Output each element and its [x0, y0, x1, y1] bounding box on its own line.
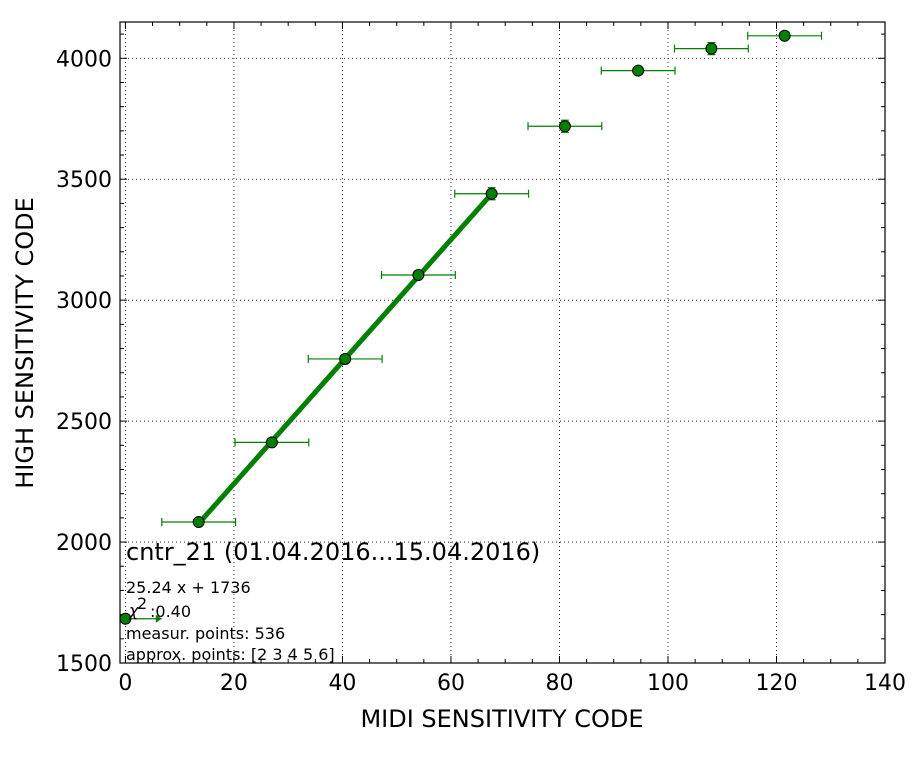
data-point: [339, 352, 352, 365]
x-error-arrow: [155, 614, 162, 623]
x-tick-label: 0: [118, 671, 132, 696]
annotation-measur-points: measur. points: 536: [126, 624, 285, 643]
x-tick-label: 120: [755, 671, 797, 696]
y-tick-label: 3000: [56, 289, 112, 314]
x-axis-label: MIDI SENSITIVITY CODE: [360, 705, 643, 733]
x-tick-label: 140: [864, 671, 906, 696]
x-tick-labels: 0 20 40 60 80 100 120 140: [118, 671, 906, 696]
data-point: [705, 42, 718, 55]
data-point: [265, 436, 278, 449]
data-point: [192, 515, 205, 528]
annotation-chi2-exp: 2: [137, 594, 147, 613]
y-axis-label: HIGH SENSITIVITY CODE: [11, 197, 39, 489]
data-point: [485, 187, 498, 200]
y-tick-label: 2500: [56, 410, 112, 435]
y-tick-labels: 1500 2000 2500 3000 3500 4000: [56, 47, 112, 677]
annotation-title: cntr_21 (01.04.2016...15.04.2016): [126, 538, 540, 566]
x-tick-label: 20: [220, 671, 248, 696]
data-point: [778, 29, 791, 42]
plot-area: [120, 22, 885, 663]
y-tick-label: 3500: [56, 168, 112, 193]
annotation-equation: 25.24 x + 1736: [126, 578, 251, 597]
y-tick-label: 4000: [56, 47, 112, 72]
plot-frame: [119, 21, 886, 664]
x-tick-label: 80: [545, 671, 573, 696]
annotation-chi2-value: :0.40: [150, 602, 191, 621]
annotation-approx-points: approx. points: [2 3 4 5 6]: [126, 645, 335, 664]
data-point: [412, 269, 425, 282]
grid: [120, 22, 885, 663]
y-tick-label: 1500: [56, 652, 112, 677]
x-tick-label: 60: [437, 671, 465, 696]
minor-ticks: [120, 22, 886, 664]
data-point: [558, 120, 571, 133]
annotation-chi2-symbol: χ: [128, 601, 139, 620]
y-tick-label: 2000: [56, 531, 112, 556]
x-tick-label: 40: [328, 671, 356, 696]
data-points: [119, 29, 791, 625]
data-point: [632, 64, 645, 77]
x-tick-label: 100: [647, 671, 689, 696]
